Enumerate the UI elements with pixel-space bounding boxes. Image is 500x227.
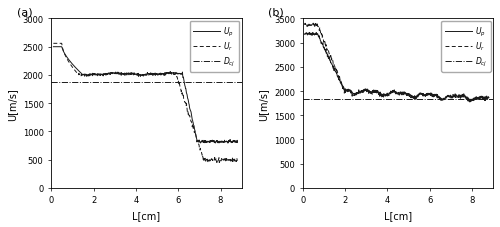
$U_p$ [189, 116, 195, 119]
Y-axis label: U[m/s]: U[m/s] [258, 87, 268, 120]
$U_p$ [446, 95, 452, 97]
$U_p$ [347, 91, 353, 93]
$U_p$ [134, 73, 140, 76]
$U_r$ [216, 161, 222, 164]
$D_{cj}$ [321, 99, 327, 101]
$U_p$ [360, 89, 366, 92]
Line: $U_p$: $U_p$ [54, 47, 238, 143]
Legend: $U_p$, $U_r$, $D_{cj}$: $U_p$, $U_r$, $D_{cj}$ [190, 22, 240, 72]
$U_p$ [486, 97, 492, 100]
$U_r$ [50, 43, 56, 45]
Y-axis label: U[m/s]: U[m/s] [7, 87, 17, 120]
$D_{cj}$ [70, 81, 75, 84]
$U_p$ [467, 101, 473, 104]
X-axis label: L[cm]: L[cm] [384, 210, 412, 220]
$U_r$ [354, 92, 360, 95]
Text: (a): (a) [17, 7, 32, 17]
$U_r$ [486, 96, 492, 99]
$U_r$ [446, 96, 452, 98]
$U_r$ [302, 24, 308, 27]
$U_p$ [225, 142, 231, 145]
$U_p$ [468, 99, 474, 102]
Line: $U_r$: $U_r$ [54, 44, 238, 163]
$U_p$ [159, 73, 165, 75]
$U_p$ [83, 74, 89, 76]
$U_p$ [174, 73, 180, 75]
$U_p$ [98, 74, 103, 76]
$D_{cj}$ [300, 99, 306, 101]
Legend: $U_p$, $U_r$, $D_{cj}$: $U_p$, $U_r$, $D_{cj}$ [441, 22, 491, 72]
$U_p$ [302, 34, 308, 37]
$U_r$ [467, 101, 473, 104]
$U_r$ [174, 75, 180, 78]
$U_r$ [347, 91, 353, 94]
$U_r$ [98, 74, 103, 77]
$D_{cj}$ [48, 81, 54, 84]
$U_r$ [468, 99, 474, 102]
$U_p$ [423, 94, 429, 96]
$U_p$ [354, 92, 360, 95]
$U_p$ [50, 46, 56, 49]
$U_p$ [234, 141, 240, 144]
$U_p$ [306, 32, 312, 35]
Line: $U_r$: $U_r$ [305, 24, 489, 103]
$U_r$ [360, 90, 366, 93]
$U_r$ [189, 123, 195, 126]
$U_r$ [83, 74, 89, 76]
$U_r$ [134, 74, 140, 77]
$U_r$ [234, 160, 240, 162]
$U_r$ [159, 74, 165, 76]
Text: (b): (b) [268, 7, 284, 17]
Line: $U_p$: $U_p$ [305, 33, 489, 102]
X-axis label: L[cm]: L[cm] [132, 210, 160, 220]
$U_r$ [310, 23, 316, 25]
$U_r$ [423, 94, 429, 97]
